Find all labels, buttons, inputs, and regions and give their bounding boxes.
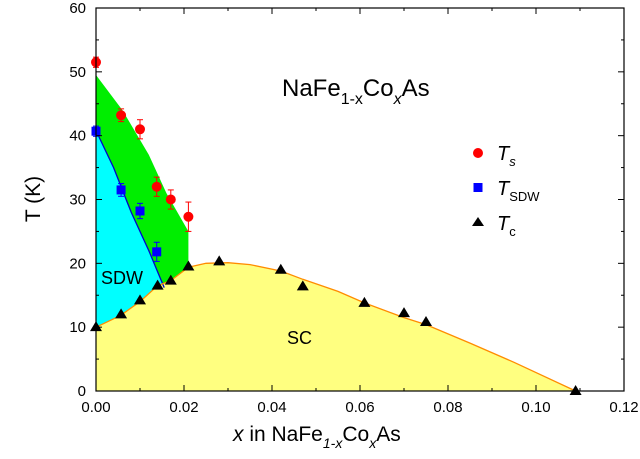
x-axis-title-as: As: [376, 423, 401, 446]
legend-label-tsdw: TSDW: [497, 178, 540, 204]
x-tick-label-4: 0.08: [433, 399, 462, 416]
x-tick-label-2: 0.04: [257, 399, 286, 416]
point-Tc-9: [358, 296, 371, 307]
y-tick-label-1: 10: [69, 319, 86, 336]
region-structural: [96, 75, 189, 288]
legend-label-ts-main: T: [497, 143, 511, 165]
legend-label-tc-main: T: [497, 213, 511, 235]
point-Tc-2: [134, 294, 146, 305]
x-axis-title: x in NaFe1-xCoxAs: [232, 423, 401, 451]
legend-label-tc-sub: c: [509, 224, 516, 239]
y-tick-label-6: 60: [69, 0, 86, 17]
y-tick-label-0: 0: [78, 383, 86, 400]
point-Tc-6: [213, 255, 226, 266]
point-Ts-1: [116, 110, 127, 121]
legend-marker-tc: [472, 217, 484, 226]
point-Tc-10: [398, 307, 410, 318]
legend-marker-tsdw: [473, 183, 483, 192]
compound-annotation-sub2: x: [393, 91, 403, 108]
legend-label-ts: Ts: [497, 143, 516, 169]
region-SDW: [96, 130, 165, 328]
y-axis-title: T (K): [22, 176, 45, 222]
x-axis-title-var: x: [232, 423, 245, 446]
x-axis-title-mid: in NaFe: [244, 423, 323, 446]
legend-label-tc: Tc: [497, 213, 516, 239]
data-points: [90, 56, 582, 395]
y-tick-label-4: 40: [69, 128, 86, 145]
point-Ts-3: [151, 181, 162, 192]
axis-ticks: 0.00 0.02 0.04 0.06 0.08 0.10 0.12 0 10 20 30 40 50 6…: [69, 0, 638, 416]
point-Tc-5: [182, 260, 195, 271]
y-tick-label-5: 50: [69, 64, 86, 81]
legend: Ts TSDW Tc: [472, 143, 540, 239]
point-Tc-8: [296, 280, 309, 291]
compound-annotation-mid: Co: [363, 75, 394, 102]
legend-marker-ts: [473, 148, 483, 158]
point-Tc-11: [420, 316, 432, 327]
region-label-sc: SC: [287, 328, 312, 348]
legend-label-tsdw-sub: SDW: [509, 189, 540, 204]
compound-annotation: NaFe1-xCoxAs: [282, 75, 430, 108]
region-label-sdw: SDW: [101, 268, 143, 288]
x-axis-title-sub2: x: [368, 435, 377, 451]
point-Tc-7: [274, 263, 287, 274]
y-tick-label-3: 30: [69, 192, 86, 209]
point-Tc-12: [569, 385, 582, 395]
x-axis-title-sub1: 1-x: [323, 435, 343, 451]
region-SC: [96, 262, 576, 391]
point-Tc-1: [115, 308, 128, 319]
point-TSDW-1: [116, 185, 126, 195]
phase-regions: [96, 75, 576, 391]
point-TSDW-3: [152, 247, 162, 257]
y-tick-label-2: 20: [69, 255, 86, 272]
x-tick-label-3: 0.06: [345, 399, 374, 416]
point-Tc-3: [151, 279, 164, 290]
x-tick-label-0: 0.00: [81, 399, 110, 416]
legend-label-ts-sub: s: [509, 154, 516, 169]
compound-annotation-main: NaFe: [282, 75, 341, 102]
compound-annotation-sub1: 1-x: [341, 91, 363, 108]
x-tick-label-6: 0.12: [609, 399, 638, 416]
x-axis-title-co: Co: [342, 423, 369, 446]
compound-annotation-suffix: As: [402, 75, 430, 102]
point-Tc-4: [164, 274, 177, 285]
point-Ts-4: [165, 194, 176, 205]
curve-sdw-boundary: [95, 130, 165, 288]
legend-label-tsdw-main: T: [497, 178, 511, 200]
point-Ts-2: [135, 124, 145, 135]
x-tick-label-1: 0.02: [169, 399, 198, 416]
point-Ts-5: [183, 211, 194, 222]
x-tick-label-5: 0.10: [521, 399, 550, 416]
point-TSDW-2: [135, 206, 145, 216]
